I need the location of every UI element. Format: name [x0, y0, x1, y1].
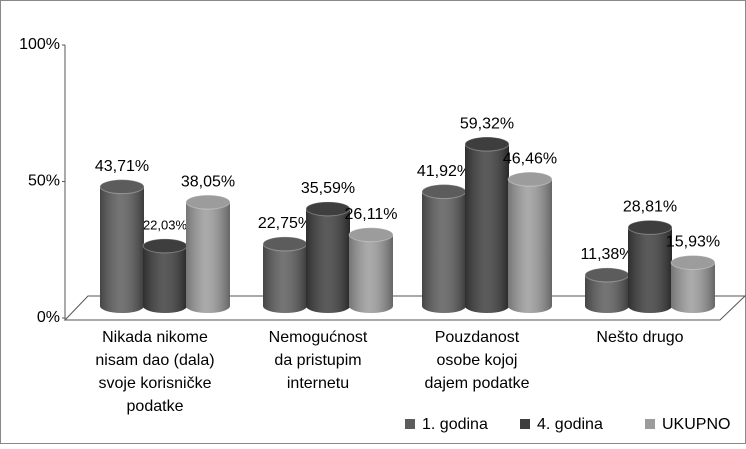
x-tick-label: dajem podatke: [425, 375, 530, 392]
bar-part: [262, 236, 308, 252]
bar-part: [508, 179, 552, 313]
bar: [142, 238, 188, 313]
floor: [63, 295, 746, 321]
x-tick-label: Nikada nikome: [102, 329, 208, 346]
value-label: 11,38%: [580, 246, 633, 263]
bar-part: [422, 191, 466, 313]
bar-part: [305, 201, 351, 217]
bar-part: [100, 186, 144, 313]
x-tick-label: da pristupim: [274, 352, 361, 369]
legend-label: 4. godina: [537, 416, 603, 433]
legend-swatch: [405, 419, 415, 429]
bar: [348, 227, 394, 313]
bar: [584, 267, 630, 313]
x-tick-label: nisam dao (dala): [95, 352, 214, 369]
bar-part: [306, 208, 350, 313]
x-tick-label: Pouzdanost: [435, 329, 520, 346]
bar-part: [628, 227, 672, 313]
bar-part: [99, 179, 145, 195]
bar-part: [421, 184, 467, 200]
bar: [185, 194, 231, 313]
bar-part: [671, 262, 715, 313]
legend-swatch: [645, 419, 655, 429]
bar-part: [585, 274, 629, 313]
bar: [627, 219, 673, 313]
bar: [99, 179, 145, 313]
bar-part: [507, 171, 553, 187]
x-tick-label: osobe kojoj: [437, 352, 518, 369]
value-label: 43,71%: [95, 158, 149, 175]
value-label: 22,03%: [143, 217, 188, 232]
bar: [507, 171, 553, 313]
bar: [464, 136, 510, 313]
bar: [262, 236, 308, 313]
value-label: 59,32%: [460, 115, 514, 132]
value-label: 41,92%: [417, 163, 471, 180]
bar-part: [627, 219, 673, 235]
x-tick-label: internetu: [287, 375, 349, 392]
bar-part: [670, 255, 716, 271]
value-label: 26,11%: [344, 206, 397, 223]
value-label: 22,75%: [258, 215, 312, 232]
value-label: 15,93%: [666, 234, 720, 251]
bar-part: [349, 234, 393, 313]
bar-part: [348, 227, 394, 243]
bar-part: [584, 267, 630, 283]
value-label: 46,46%: [503, 150, 557, 167]
y-tick-label: 100%: [19, 36, 60, 53]
y-tick-label: 50%: [28, 173, 60, 190]
bar: [421, 184, 467, 313]
y-tick-label: 0%: [37, 309, 60, 326]
x-tick-label: svoje korisničke: [99, 375, 212, 392]
value-label: 35,59%: [301, 180, 355, 197]
bar-part: [143, 245, 187, 313]
bar-part: [142, 238, 188, 254]
bar-part: [465, 144, 509, 313]
legend-swatch: [520, 419, 530, 429]
bar-part: [185, 194, 231, 210]
bar-part: [464, 136, 510, 152]
bar: [305, 201, 351, 313]
value-label: 38,05%: [181, 173, 235, 190]
legend-label: UKUPNO: [662, 416, 730, 433]
x-tick-label: Nešto drugo: [596, 329, 683, 346]
x-tick-label: Nemogućnost: [269, 329, 368, 346]
legend-label: 1. godina: [422, 416, 488, 433]
x-tick-label: podatke: [127, 398, 184, 415]
bar: [670, 255, 716, 313]
bar-part: [263, 243, 307, 313]
value-label: 28,81%: [623, 199, 677, 216]
bar-part: [186, 202, 230, 313]
